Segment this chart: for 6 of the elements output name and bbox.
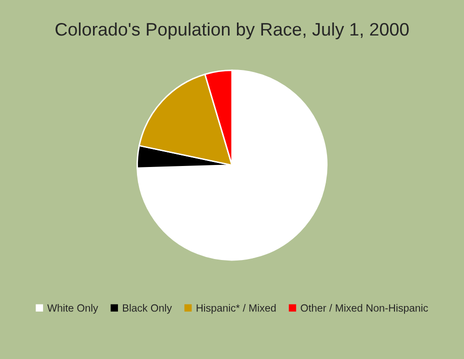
legend-label: Black Only	[122, 304, 172, 314]
chart-title: Colorado's Population by Race, July 1, 2000	[56, 22, 409, 40]
legend-label: Hispanic* / Mixed	[196, 304, 276, 314]
legend-label: Other / Mixed Non-Hispanic	[300, 304, 428, 314]
pie-slice	[136, 70, 328, 261]
legend-label: White Only	[47, 304, 98, 314]
